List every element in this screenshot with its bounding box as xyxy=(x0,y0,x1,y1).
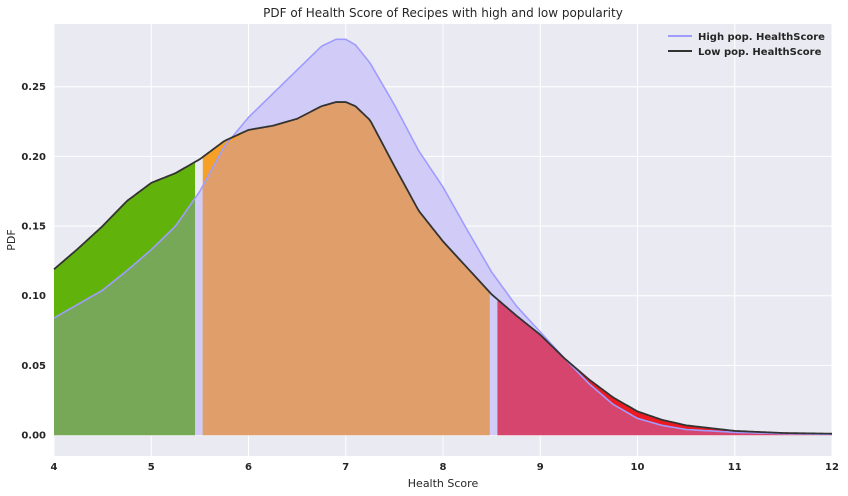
y-tick-label-1: 0.05 xyxy=(21,361,46,372)
y-tick-label-4: 0.20 xyxy=(21,152,46,163)
x-tick-label-0: 4 xyxy=(51,462,58,473)
x-tick-label-1: 5 xyxy=(148,462,155,473)
y-tick-label-3: 0.15 xyxy=(21,222,46,233)
band-2-overlap-area xyxy=(497,299,832,436)
y-tick-label-5: 0.25 xyxy=(21,82,46,93)
series-line-0 xyxy=(53,38,833,436)
x-tick-label-7: 11 xyxy=(728,462,742,473)
y-tick-label-0: 0.00 xyxy=(21,431,46,442)
x-axis-label: Health Score xyxy=(408,477,479,490)
x-tick-labels: 4 5 6 7 8 9 10 11 12 xyxy=(51,462,839,473)
legend-label-high: High pop. HealthScore xyxy=(698,32,825,43)
band-1-overlap-area xyxy=(202,102,490,436)
density-lines xyxy=(53,38,833,436)
x-tick-label-2: 6 xyxy=(245,462,252,473)
x-tick-label-4: 8 xyxy=(440,462,447,473)
y-tick-labels: 0.00 0.05 0.10 0.15 0.20 0.25 xyxy=(21,82,46,441)
density-areas xyxy=(54,39,832,436)
band-0-overlap-area xyxy=(54,198,196,436)
x-tick-label-6: 10 xyxy=(631,462,645,473)
y-tick-label-2: 0.10 xyxy=(21,291,46,302)
x-tick-label-3: 7 xyxy=(342,462,349,473)
legend-label-low: Low pop. HealthScore xyxy=(698,47,822,58)
legend: High pop. HealthScore Low pop. HealthSco… xyxy=(668,32,825,58)
x-tick-label-5: 9 xyxy=(537,462,544,473)
y-axis-label: PDF xyxy=(5,229,18,250)
x-tick-label-8: 12 xyxy=(825,462,839,473)
chart-title: PDF of Health Score of Recipes with high… xyxy=(263,6,623,20)
series-line-1 xyxy=(53,101,833,435)
